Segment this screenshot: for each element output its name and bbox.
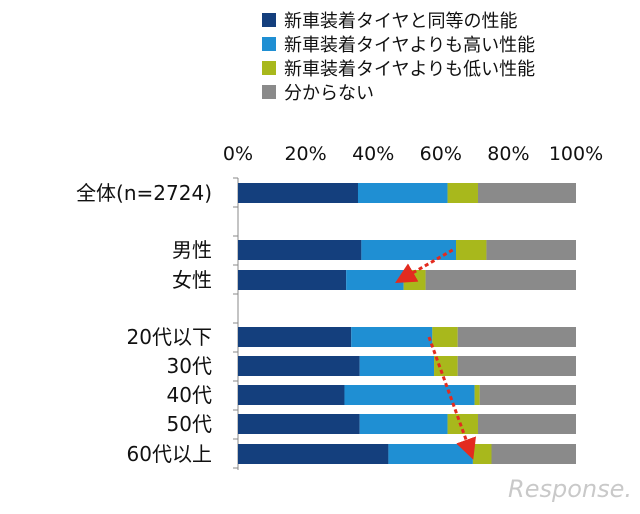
bar-segment xyxy=(477,414,576,434)
bar-segment xyxy=(432,327,458,347)
bar-segment xyxy=(479,385,576,405)
bar-segment xyxy=(447,414,478,434)
legend-swatch xyxy=(262,61,276,75)
x-tick-label: 20% xyxy=(284,143,326,165)
bar-segment xyxy=(238,183,358,203)
trend-arrow xyxy=(395,248,454,283)
bar-segment xyxy=(477,183,576,203)
bar-segment xyxy=(238,240,362,260)
bar-segment xyxy=(359,356,435,376)
x-tick-label: 100% xyxy=(549,143,603,165)
watermark-logo: Response. xyxy=(508,475,632,503)
bar-segment xyxy=(491,444,576,464)
legend-item: 新車装着タイヤと同等の性能 xyxy=(262,11,517,32)
category-label: 全体(n=2724) xyxy=(76,181,212,205)
bar-segment xyxy=(351,327,433,347)
bar-segment xyxy=(447,183,478,203)
legend-label: 新車装着タイヤよりも低い性能 xyxy=(284,59,535,80)
bar-segment xyxy=(474,385,480,405)
bar-segment xyxy=(457,356,576,376)
bar-segment xyxy=(238,385,345,405)
legend-label: 新車装着タイヤよりも高い性能 xyxy=(284,35,535,56)
bar-segment xyxy=(238,270,347,290)
category-label: 40代 xyxy=(167,383,212,407)
x-tick-label: 80% xyxy=(487,143,529,165)
legend-swatch xyxy=(262,85,276,99)
bar-segment xyxy=(357,183,448,203)
legend-item: 新車装着タイヤよりも高い性能 xyxy=(262,35,535,56)
bar-segment xyxy=(238,327,352,347)
legend-item: 分からない xyxy=(262,83,374,104)
bar-segment xyxy=(238,356,360,376)
legend-swatch xyxy=(262,37,276,51)
bar-segment xyxy=(238,444,389,464)
category-label: 50代 xyxy=(167,412,212,436)
bar-segment xyxy=(344,385,475,405)
bar-segment xyxy=(456,240,487,260)
x-tick-label: 0% xyxy=(223,143,253,165)
category-label: 30代 xyxy=(167,354,212,378)
bar-segment xyxy=(361,240,457,260)
legend-swatch xyxy=(262,13,276,27)
bar-segment xyxy=(346,270,404,290)
legend-label: 新車装着タイヤと同等の性能 xyxy=(284,11,517,32)
bar-segment xyxy=(359,414,448,434)
x-tick-label: 60% xyxy=(420,143,462,165)
category-label: 20代以下 xyxy=(127,325,212,349)
bar-segment xyxy=(457,327,576,347)
category-label: 60代以上 xyxy=(127,442,212,466)
bar-segment xyxy=(238,414,360,434)
bar-segment xyxy=(486,240,576,260)
bar-segment xyxy=(425,270,576,290)
category-label: 男性 xyxy=(172,238,212,262)
bar-segment xyxy=(388,444,473,464)
category-label: 女性 xyxy=(172,268,212,292)
legend-item: 新車装着タイヤよりも低い性能 xyxy=(262,59,535,80)
x-tick-label: 40% xyxy=(352,143,394,165)
legend-label: 分からない xyxy=(284,83,374,104)
bar-segment xyxy=(472,444,492,464)
